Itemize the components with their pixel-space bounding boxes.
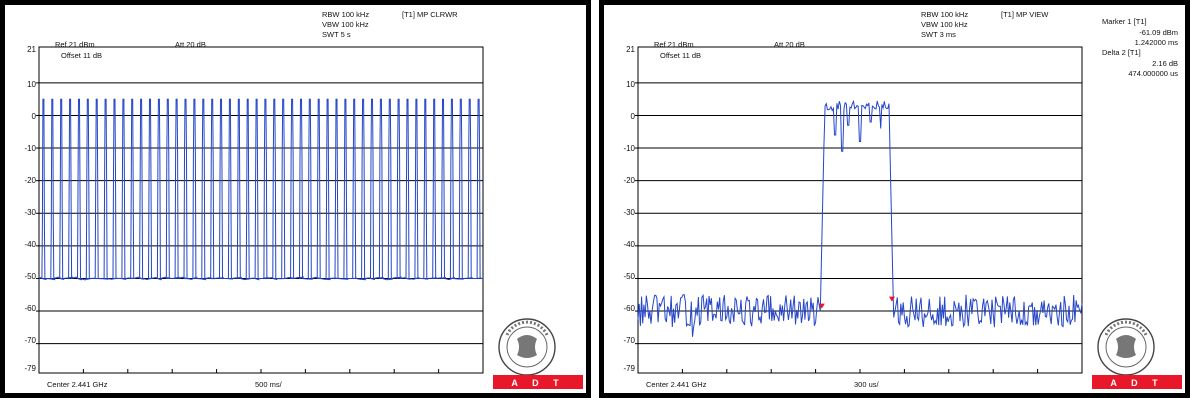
y-tick-label: 21 [626, 45, 635, 54]
analyzer-panel-right: RBW 100 kHz VBW 100 kHz SWT 3 ms [T1] MP… [599, 0, 1190, 398]
y-tick-label: -20 [24, 176, 36, 185]
adt-brand-text: A D T [1110, 378, 1163, 388]
plot-frame [38, 46, 484, 374]
y-tick-label: -50 [623, 272, 635, 281]
y-tick-label: -30 [623, 208, 635, 217]
y-tick-label: 21 [27, 45, 36, 54]
swt-label: SWT 3 ms [921, 30, 956, 39]
y-tick-label: 0 [32, 112, 37, 121]
analyzer-screen-right: RBW 100 kHz VBW 100 kHz SWT 3 ms [T1] MP… [623, 10, 1182, 389]
rbw-label: RBW 100 kHz [322, 10, 369, 19]
y-tick-label: 10 [626, 80, 635, 89]
analyzer-panel-left: RBW 100 kHz VBW 100 kHz SWT 5 s [T1] MP … [0, 0, 591, 398]
y-tick-label: -10 [24, 144, 36, 153]
span-per-div-label: 500 ms/ [255, 380, 283, 389]
marker-1-label: Marker 1 [T1] [1102, 17, 1147, 26]
y-tick-label: -70 [24, 336, 36, 345]
y-tick-labels: 21 10 0 -10 -20 -30 -40 -50 -60 -70 -79 [623, 45, 635, 373]
ref-level-label: Ref 21 dBm [654, 40, 694, 49]
adt-brand-bar: A D T [1092, 375, 1182, 389]
marker-point [888, 296, 895, 302]
rbw-label: RBW 100 kHz [921, 10, 968, 19]
bureau-veritas-logo [1097, 318, 1155, 376]
vbw-label: VBW 100 kHz [921, 20, 968, 29]
y-tick-label: -40 [24, 240, 36, 249]
offset-label: Offset 11 dB [660, 51, 701, 60]
trace-mode-label: [T1] MP CLRWR [402, 10, 458, 19]
y-tick-label: -60 [24, 304, 36, 313]
attenuation-label: Att 20 dB [774, 40, 805, 49]
plot-grid [36, 46, 484, 374]
plot-frame [637, 46, 1083, 374]
delta-2-time: 474.000000 us [1128, 69, 1178, 78]
analyzer-screen-left: RBW 100 kHz VBW 100 kHz SWT 5 s [T1] MP … [24, 10, 583, 389]
trace-line [637, 99, 1083, 337]
ref-level-label: Ref 21 dBm [55, 40, 95, 49]
attenuation-label: Att 20 dB [175, 40, 206, 49]
y-tick-label: 10 [27, 80, 36, 89]
offset-label: Offset 11 dB [61, 51, 102, 60]
trace-mode-label: [T1] MP VIEW [1001, 10, 1049, 19]
y-tick-label: -79 [24, 364, 36, 373]
marker-1-value: -61.09 dBm [1139, 28, 1178, 37]
plot-grid [635, 46, 1083, 374]
y-tick-label: -10 [623, 144, 635, 153]
adt-brand-text: A D T [511, 378, 564, 388]
y-tick-labels: 21 10 0 -10 -20 -30 -40 -50 -60 -70 -79 [24, 45, 36, 373]
y-tick-label: -20 [623, 176, 635, 185]
center-frequency-label: Center 2.441 GHz [646, 380, 707, 389]
y-tick-label: -40 [623, 240, 635, 249]
trace-group [38, 98, 483, 281]
y-tick-label: -50 [24, 272, 36, 281]
adt-brand-bar: A D T [493, 375, 583, 389]
marker-point [818, 303, 825, 309]
span-per-div-label: 300 us/ [854, 380, 880, 389]
trace-line [38, 98, 483, 281]
swt-label: SWT 5 s [322, 30, 351, 39]
vbw-label: VBW 100 kHz [322, 20, 369, 29]
marker-1-time: 1.242000 ms [1135, 38, 1179, 47]
trace-group [637, 99, 1083, 337]
delta-2-value: 2.16 dB [1152, 59, 1178, 68]
y-tick-label: -60 [623, 304, 635, 313]
y-tick-label: -30 [24, 208, 36, 217]
center-frequency-label: Center 2.441 GHz [47, 380, 108, 389]
y-tick-label: -79 [623, 364, 635, 373]
delta-2-label: Delta 2 [T1] [1102, 48, 1141, 57]
bureau-veritas-logo [498, 318, 556, 376]
y-tick-label: -70 [623, 336, 635, 345]
y-tick-label: 0 [631, 112, 636, 121]
